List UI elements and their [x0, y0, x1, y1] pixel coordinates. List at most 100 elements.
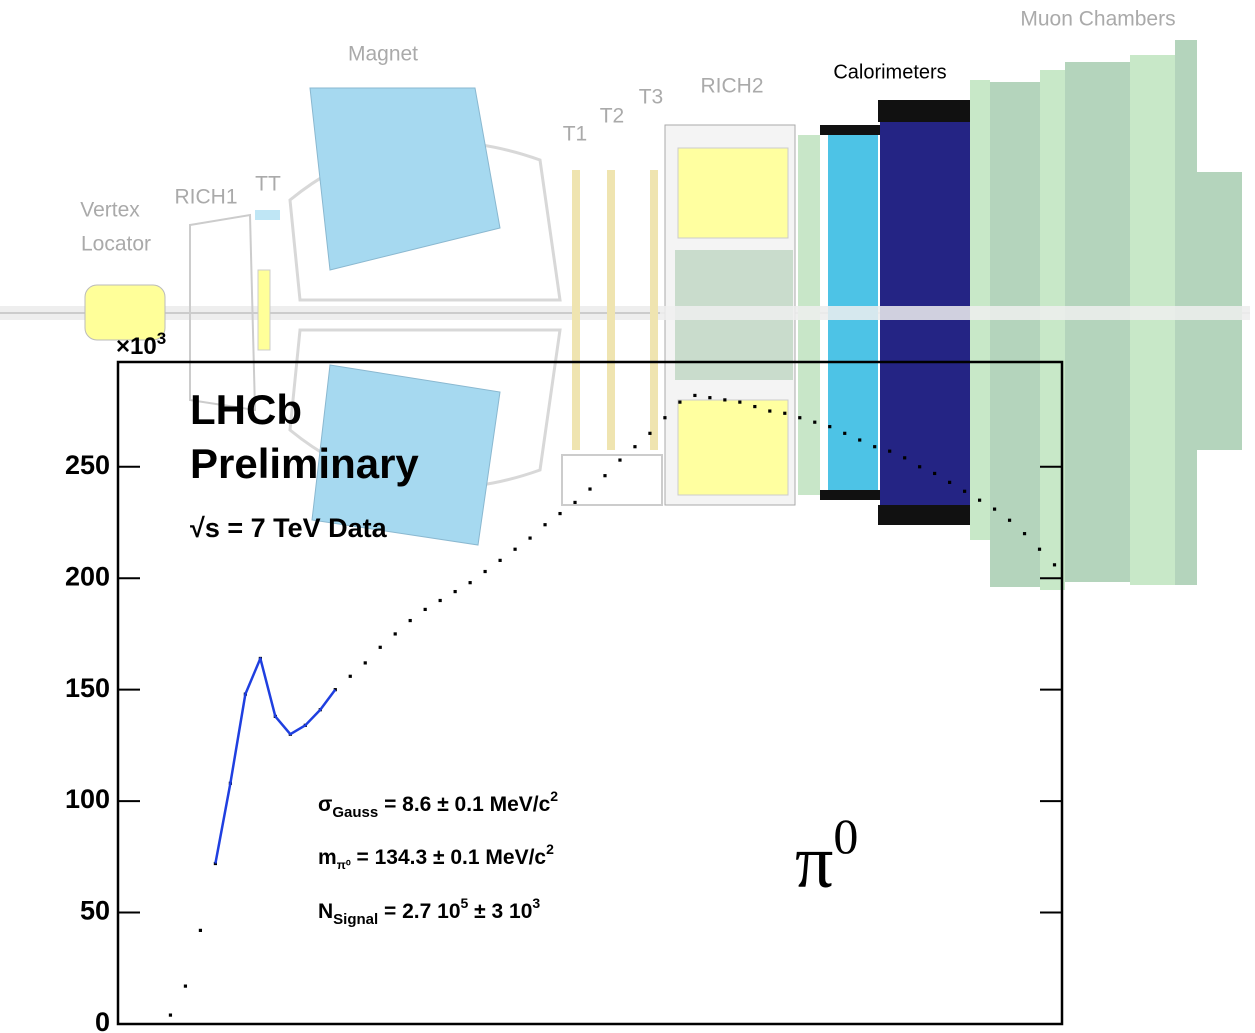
data-point [708, 396, 711, 399]
detector-label: Muon Chambers [1020, 8, 1175, 31]
data-point [873, 445, 876, 448]
calo-cap [820, 125, 880, 135]
data-point [379, 646, 382, 649]
data-point [783, 412, 786, 415]
y-tick-label: 250 [65, 450, 110, 480]
data-point [498, 559, 501, 562]
detector-label: Calorimeters [833, 61, 946, 83]
detector-label: T2 [600, 105, 625, 128]
data-point [633, 445, 636, 448]
particle-label: π0 [795, 808, 858, 904]
muon-station [990, 82, 1040, 587]
fit-result: NSignal = 2.7 105 ± 3 103 [318, 895, 540, 928]
fit-superscript: 5 [461, 895, 469, 911]
detector-label: Locator [81, 233, 151, 256]
data-point [424, 608, 427, 611]
detector-label: Magnet [348, 43, 418, 66]
data-point [813, 421, 816, 424]
tracking-station [607, 170, 615, 450]
data-point [603, 474, 606, 477]
data-point [888, 450, 891, 453]
calo-cap [820, 490, 880, 500]
vertex-locator [85, 285, 165, 340]
data-point [349, 675, 352, 678]
data-point [1053, 563, 1056, 566]
detector-label: RICH2 [700, 75, 763, 98]
detector-label: Vertex [80, 199, 140, 222]
fit-result: mπ⁰ = 134.3 ± 0.1 MeV/c2 [318, 841, 554, 872]
data-point [573, 501, 576, 504]
support [562, 455, 662, 505]
data-point [828, 425, 831, 428]
particle-symbol: π [795, 820, 833, 904]
detector-label: TT [255, 173, 281, 196]
chart-subtitle: Preliminary [190, 440, 419, 487]
multiplier-exponent: 3 [157, 329, 166, 348]
y-multiplier: ×103 [116, 329, 166, 360]
y-tick-label: 100 [65, 784, 110, 814]
data-note: √s = 7 TeV Data [190, 513, 388, 543]
data-point [543, 523, 546, 526]
data-point [558, 512, 561, 515]
detector-label: RICH1 [174, 186, 237, 209]
data-point [484, 570, 487, 573]
data-point [753, 405, 756, 408]
data-point [963, 490, 966, 493]
fit-text: = 2.7 10 [378, 900, 460, 923]
data-point [768, 409, 771, 412]
detector-label: T3 [639, 86, 664, 109]
data-point [648, 432, 651, 435]
data-point [858, 438, 861, 441]
fit-text: = 8.6 ± 0.1 MeV/c [378, 793, 550, 816]
figure: Muon Chambers Magnet Calorimeters RICH2 … [0, 0, 1255, 1033]
data-point [933, 472, 936, 475]
data-point [678, 401, 681, 404]
data-point [454, 590, 457, 593]
fit-text: ± 3 10 [468, 900, 532, 923]
detector-label: T1 [563, 123, 588, 146]
fit-superscript: 2 [550, 788, 558, 804]
data-point [663, 416, 666, 419]
fit-superscript: 2 [546, 841, 554, 857]
tracking-station [650, 170, 658, 450]
data-point [439, 599, 442, 602]
tt-station [258, 270, 270, 350]
data-point [693, 394, 696, 397]
fit-text: = 134.3 ± 0.1 MeV/c [351, 846, 547, 869]
particle-superscript: 0 [833, 808, 858, 864]
fit-symbol: N [318, 900, 333, 923]
data-point [588, 487, 591, 490]
data-point [738, 401, 741, 404]
data-point [528, 536, 531, 539]
data-point [978, 499, 981, 502]
fit-superscript: 3 [532, 895, 540, 911]
data-point [723, 398, 726, 401]
data-point [948, 481, 951, 484]
y-tick-label: 0 [95, 1007, 110, 1033]
fit-subscript: π⁰ [337, 858, 351, 872]
fit-symbol: m [318, 846, 337, 869]
magnet [310, 88, 500, 270]
rich2-mirror [678, 148, 788, 238]
fit-symbol: σ [318, 793, 332, 816]
data-point [1008, 519, 1011, 522]
y-tick-label: 150 [65, 673, 110, 703]
data-point [184, 985, 187, 988]
data-point [618, 458, 621, 461]
muon-station [1065, 62, 1130, 582]
fit-result: σGauss = 8.6 ± 0.1 MeV/c2 [318, 788, 558, 821]
y-tick-label: 200 [65, 561, 110, 591]
data-point [918, 465, 921, 468]
data-point [993, 508, 996, 511]
data-point [409, 619, 412, 622]
data-point [1023, 532, 1026, 535]
tracking-station [572, 170, 580, 450]
multiplier-base: ×10 [116, 333, 157, 360]
data-point [469, 581, 472, 584]
chart-title: LHCb [190, 386, 302, 433]
calo-cap [878, 100, 970, 122]
tt [255, 210, 280, 220]
fit-subscript: Gauss [332, 804, 378, 821]
fit-curve [215, 658, 335, 863]
calo-cap [878, 505, 970, 525]
